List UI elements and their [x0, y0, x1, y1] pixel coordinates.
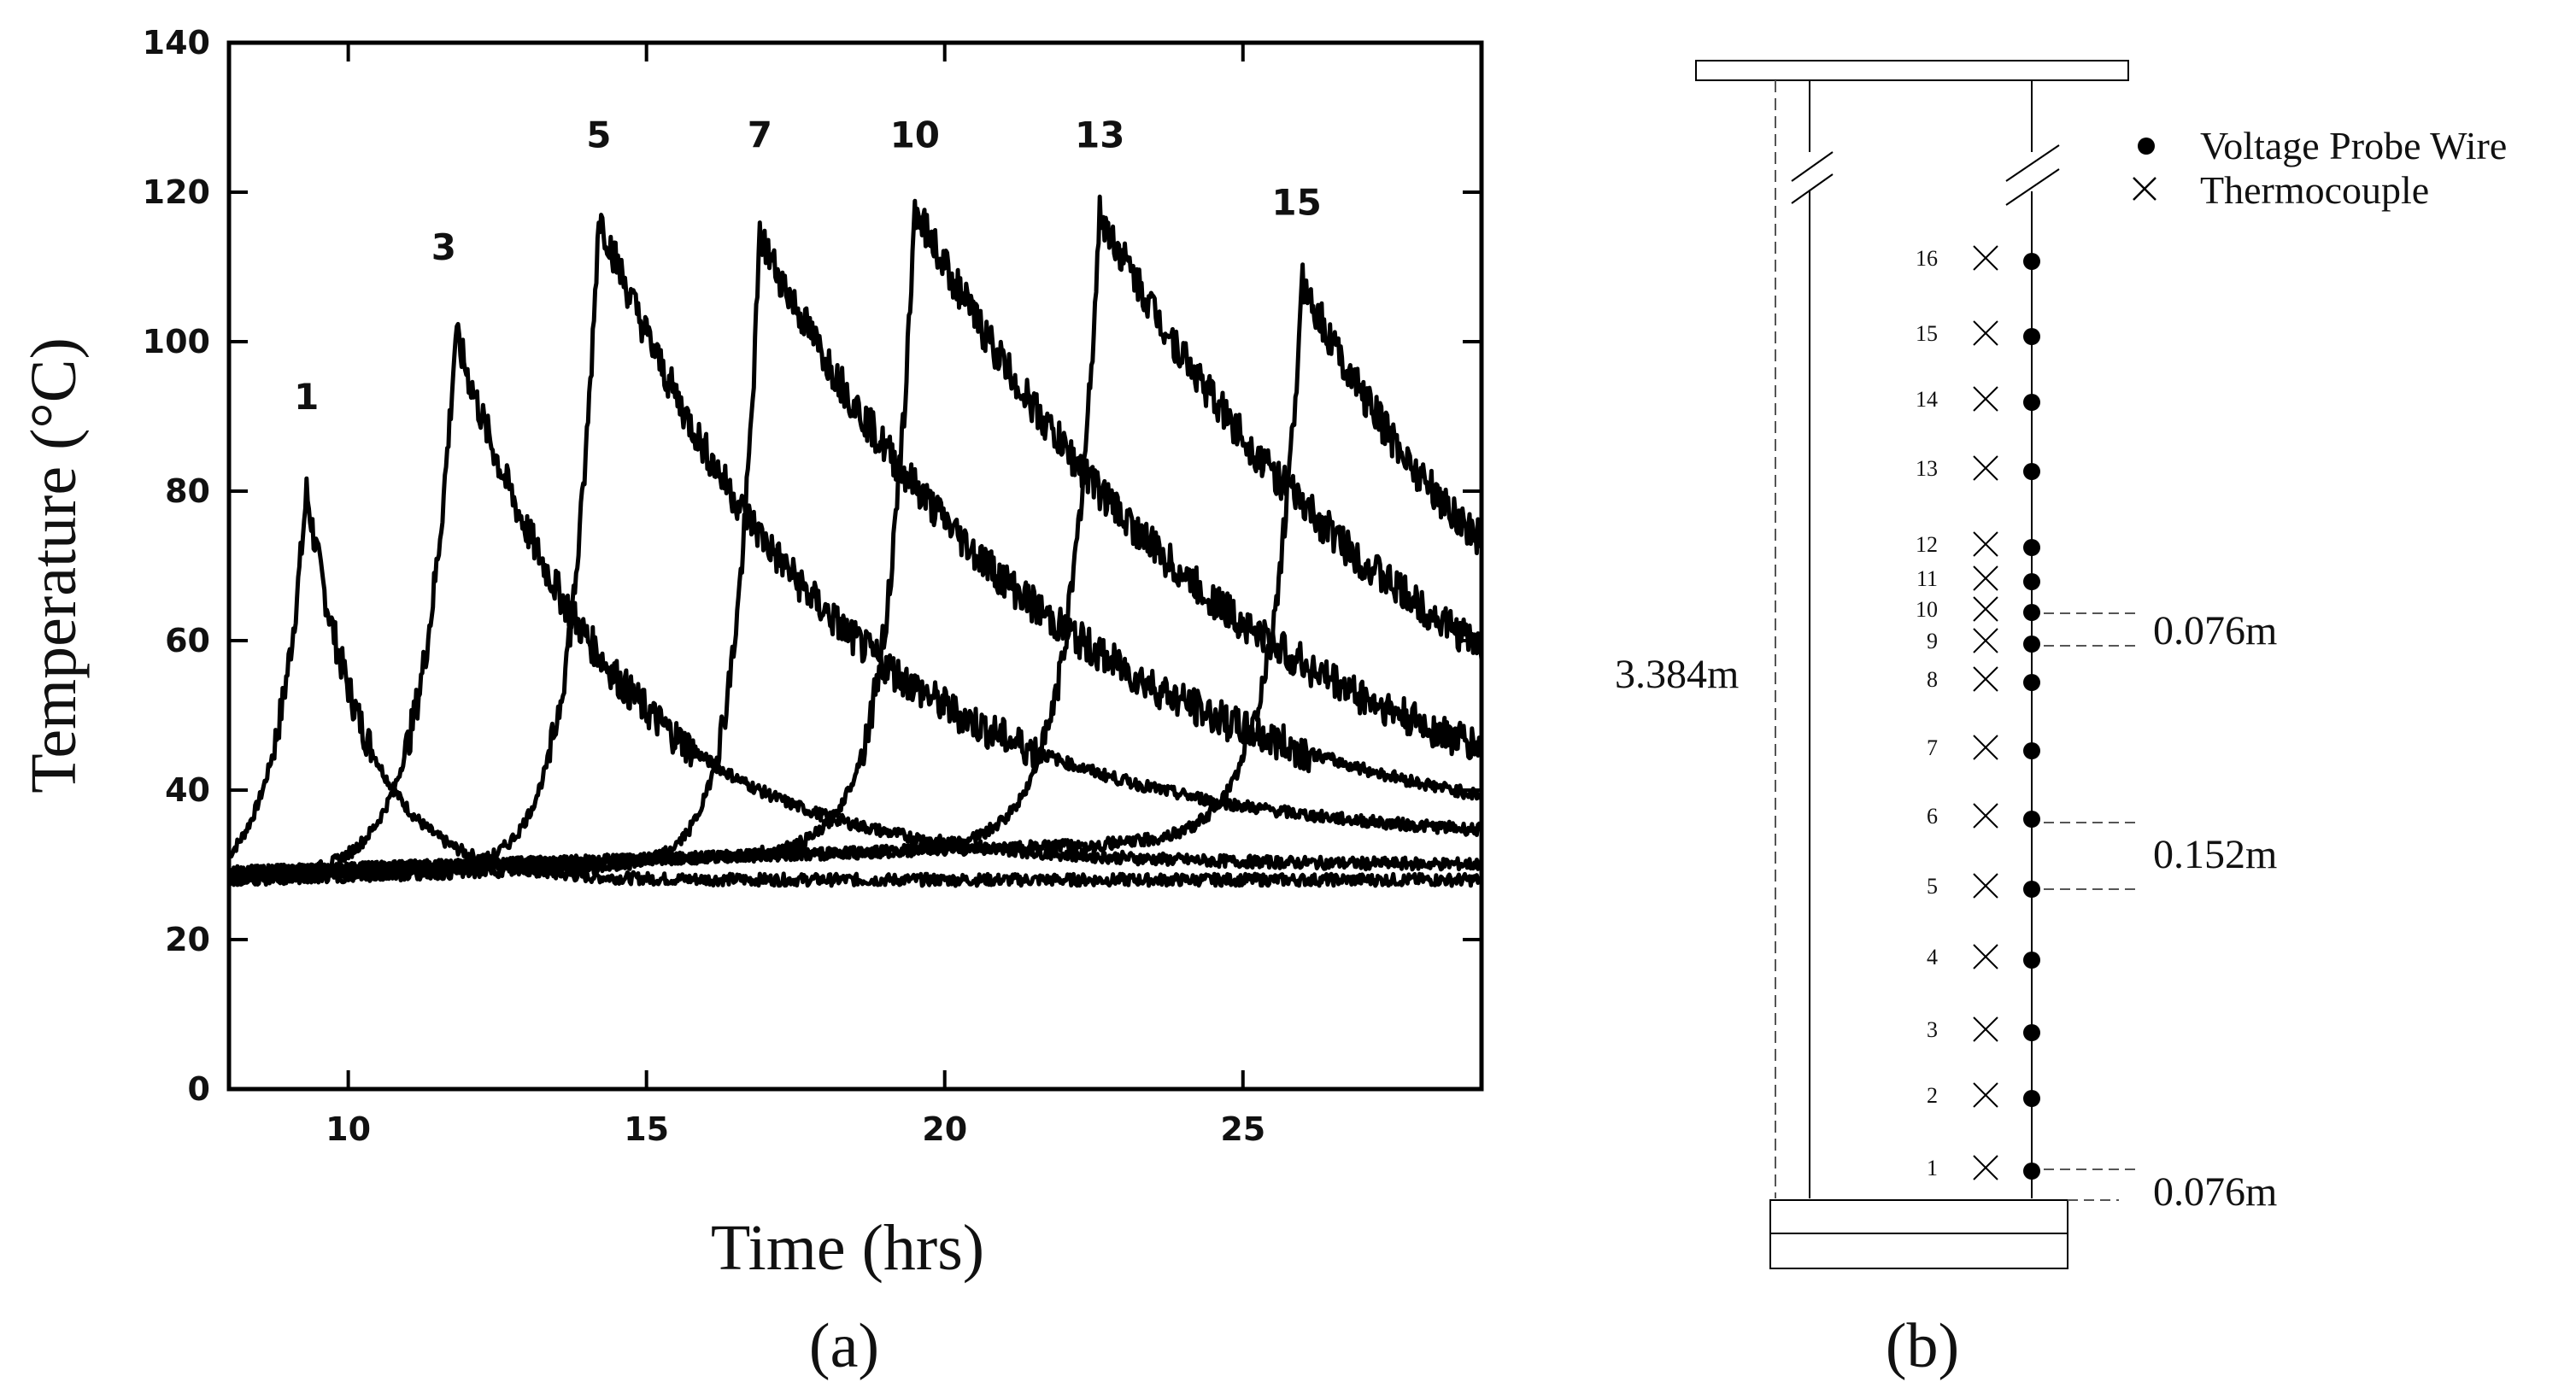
thermocouple-marker — [1973, 1016, 1998, 1042]
voltage-probe-dot — [2023, 253, 2040, 270]
voltage-probe-dot — [2023, 1163, 2040, 1180]
position-label-10: 10 — [1916, 597, 1938, 622]
wide-spacing-label: 0.152m — [2153, 832, 2277, 877]
series-curve-7 — [227, 220, 1484, 887]
series-curves — [226, 194, 1484, 888]
x-tick-label: 15 — [624, 1110, 669, 1148]
right-wall-break-mark-2 — [2005, 168, 2060, 206]
voltage-probe-dot — [2023, 1090, 2040, 1107]
thermocouple-marker — [1973, 873, 1998, 899]
voltage-probe-dot — [2023, 328, 2040, 345]
total-height-label: 3.384m — [1615, 652, 1739, 697]
thermocouple-marker — [1973, 803, 1998, 829]
voltage-probe-dot — [2023, 636, 2040, 653]
y-tick-label: 100 — [143, 323, 210, 360]
curve-label-5: 5 — [586, 114, 611, 156]
position-label-8: 8 — [1927, 667, 1938, 692]
y-axis-title: Temperature (°C) — [18, 337, 90, 794]
thermocouple-marker — [1973, 944, 1998, 969]
thermocouple-marker — [1973, 386, 1998, 412]
voltage-probe-dot — [2023, 573, 2040, 590]
x-tick-label: 25 — [1220, 1110, 1265, 1148]
legend-thermocouple-marker — [2133, 177, 2156, 201]
top-cap-plate — [1695, 60, 2129, 81]
curve-label-13: 13 — [1075, 114, 1124, 156]
curve-label-15: 15 — [1271, 181, 1321, 223]
position-label-5: 5 — [1927, 874, 1938, 899]
thermocouple-marker — [1973, 565, 1998, 591]
y-tick-label: 80 — [165, 472, 210, 510]
plot-frame — [226, 40, 1484, 1092]
position-label-11: 11 — [1916, 566, 1938, 591]
voltage-probe-dot — [2023, 539, 2040, 556]
voltage-probe-dot — [2023, 742, 2040, 759]
thermocouple-marker — [1973, 735, 1998, 760]
legend-voltage-probe-marker — [2138, 138, 2155, 155]
series-curve-5 — [226, 213, 1483, 887]
voltage-probe-dot — [2023, 1024, 2040, 1041]
position-label-13: 13 — [1916, 456, 1938, 481]
thermocouple-marker — [1973, 666, 1998, 692]
thermocouple-marker — [1973, 320, 1998, 346]
position-label-2: 2 — [1927, 1083, 1938, 1108]
panel-label-b: (b) — [1886, 1311, 1959, 1381]
thermocouple-marker — [1973, 1082, 1998, 1108]
y-tick-label: 60 — [165, 622, 210, 659]
position-label-4: 4 — [1927, 945, 1938, 969]
voltage-probe-dot — [2023, 881, 2040, 898]
legend-thermocouple-label: Thermocouple — [2200, 168, 2429, 212]
position-label-9: 9 — [1927, 629, 1938, 653]
series-curve-15 — [227, 262, 1484, 881]
thermocouple-marker — [1973, 531, 1998, 557]
bottom-offset-label: 0.076m — [2153, 1169, 2277, 1215]
probe-markers: 16 15 14 13 12 11 10 9 8 7 6 5 4 3 2 1 — [1916, 245, 2040, 1180]
thermocouple-marker — [1973, 596, 1998, 622]
panel-label-a: (a) — [809, 1311, 879, 1381]
position-label-14: 14 — [1916, 387, 1938, 412]
y-tick-label: 40 — [165, 771, 210, 809]
thermocouple-marker — [1973, 628, 1998, 653]
voltage-probe-dot — [2023, 463, 2040, 480]
voltage-probe-dot — [2023, 394, 2040, 411]
narrow-spacing-label: 0.076m — [2153, 608, 2277, 653]
voltage-probe-dot — [2023, 604, 2040, 621]
voltage-probe-dot — [2023, 952, 2040, 969]
right-wall-break-mark-1 — [2005, 144, 2060, 182]
y-tick-label: 20 — [165, 921, 210, 958]
voltage-probe-dot — [2023, 811, 2040, 828]
thermocouple-marker — [1973, 455, 1998, 481]
position-label-7: 7 — [1927, 735, 1938, 760]
left-wall-break-mark-1 — [1791, 151, 1834, 182]
position-label-1: 1 — [1927, 1156, 1938, 1180]
position-label-16: 16 — [1916, 246, 1938, 271]
thermocouple-marker — [1973, 245, 1998, 271]
x-tick-label: 10 — [326, 1110, 371, 1148]
position-label-15: 15 — [1916, 321, 1938, 346]
curve-label-10: 10 — [890, 114, 940, 156]
curve-label-3: 3 — [431, 226, 456, 268]
position-label-6: 6 — [1927, 804, 1938, 829]
series-curve-10 — [226, 198, 1484, 880]
position-label-3: 3 — [1927, 1017, 1938, 1042]
y-tick-label: 140 — [143, 24, 210, 62]
curve-label-1: 1 — [294, 376, 319, 418]
thermocouple-marker — [1973, 1155, 1998, 1180]
series-curve-3 — [226, 321, 1484, 887]
left-wall-break-mark-2 — [1791, 173, 1834, 204]
y-tick-label: 0 — [188, 1070, 210, 1108]
curve-label-7: 7 — [748, 114, 772, 156]
series-curve-1 — [226, 476, 1484, 888]
x-tick-label: 20 — [922, 1110, 967, 1148]
x-axis-title: Time (hrs) — [711, 1212, 984, 1284]
position-label-12: 12 — [1916, 532, 1938, 557]
probe-layout-diagram: 16 15 14 13 12 11 10 9 8 7 6 5 4 3 2 1 — [1695, 60, 2136, 1269]
y-tick-label: 120 — [143, 173, 210, 211]
legend-voltage-probe-label: Voltage Probe Wire — [2200, 124, 2507, 167]
voltage-probe-dot — [2023, 674, 2040, 691]
